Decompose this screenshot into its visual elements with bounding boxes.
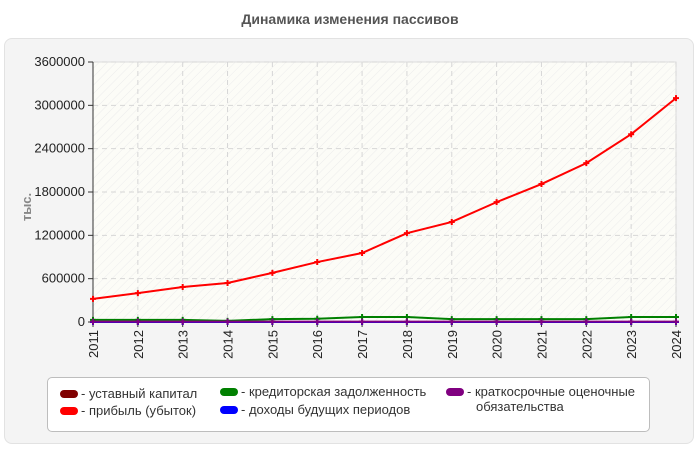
data-point-marker [90, 318, 96, 325]
x-tick-label: 2022 [579, 330, 594, 359]
legend-swatch [60, 407, 78, 415]
x-tick-label: 2019 [445, 330, 460, 359]
data-point-marker [538, 318, 545, 325]
series-line [90, 95, 679, 302]
data-point-marker [583, 318, 590, 325]
data-point-marker [90, 295, 96, 302]
x-tick-label: 2012 [131, 330, 146, 359]
x-tick-label: 2013 [176, 330, 191, 359]
data-point-marker [403, 318, 410, 325]
legend-swatch [220, 388, 238, 396]
data-point-marker [628, 318, 635, 325]
data-point-marker [448, 218, 455, 225]
data-point-marker [403, 230, 410, 237]
data-point-marker [493, 318, 500, 325]
x-tick-label: 2023 [624, 330, 639, 359]
chart-title: Динамика изменения пассивов [241, 11, 459, 27]
x-tick-label: 2011 [86, 330, 101, 358]
y-tick-label: 1800000 [34, 184, 85, 199]
legend: - уставный капитал - прибыль (убыток) - … [47, 377, 650, 432]
x-tick-label: 2018 [400, 330, 415, 359]
data-point-marker [493, 199, 500, 206]
data-point-marker [179, 283, 186, 290]
data-point-marker [628, 131, 635, 138]
data-point-marker [269, 318, 276, 325]
data-point-marker [224, 280, 231, 286]
data-point-marker [224, 318, 231, 325]
legend-swatch [446, 388, 464, 396]
y-tick-label: 2400000 [34, 141, 85, 156]
data-point-marker [538, 181, 545, 188]
series-line [90, 318, 679, 325]
x-tick-label: 2020 [490, 330, 505, 359]
x-tick-label: 2017 [355, 330, 370, 359]
data-point-marker [448, 318, 455, 325]
data-point-marker [314, 259, 321, 266]
y-tick-label: 0 [78, 314, 85, 329]
data-point-marker [359, 250, 366, 257]
x-tick-label: 2014 [221, 330, 236, 359]
y-axis-label: тыс. [19, 193, 34, 221]
x-tick-label: 2024 [669, 330, 684, 359]
data-point-marker [269, 269, 276, 276]
y-tick-label: 600000 [42, 271, 85, 286]
legend-item-charter-capital: - уставный капитал [60, 386, 197, 401]
data-point-marker [314, 318, 321, 325]
legend-swatch [60, 390, 78, 398]
legend-item-estimated-liabilities: - краткосрочные оценочные обязательства [446, 384, 635, 414]
y-tick-label: 1200000 [34, 227, 85, 242]
data-point-marker [583, 160, 590, 167]
legend-item-deferred-income: - доходы будущих периодов [220, 402, 410, 417]
data-point-marker [359, 318, 366, 325]
legend-swatch [220, 406, 238, 414]
data-point-marker [134, 290, 141, 297]
legend-item-payables: - кредиторская задолженность [220, 384, 426, 399]
legend-item-profit: - прибыль (убыток) [60, 403, 196, 418]
data-point-marker [179, 318, 186, 325]
y-tick-label: 3600000 [34, 54, 85, 69]
y-tick-label: 3000000 [34, 97, 85, 112]
x-tick-label: 2016 [310, 330, 325, 359]
data-point-marker [673, 318, 679, 325]
data-point-marker [673, 95, 679, 102]
x-tick-label: 2015 [265, 330, 280, 359]
data-point-marker [134, 318, 141, 325]
x-tick-label: 2021 [534, 330, 549, 359]
